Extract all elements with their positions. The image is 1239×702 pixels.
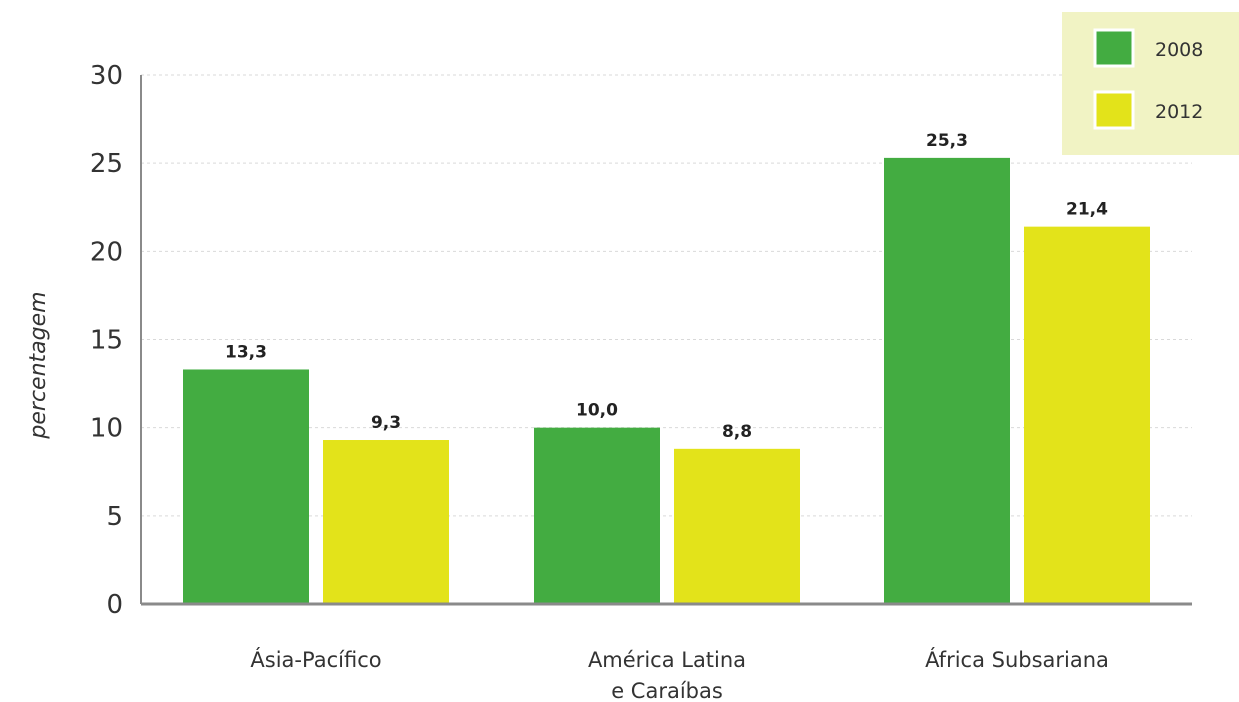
data-labels: 13,3 9,3 10,0 8,8 25,3 21,4 xyxy=(225,131,1108,442)
x-category-label-0-0: Ásia-Pacífico xyxy=(250,647,381,672)
legend-label-2012: 2012 xyxy=(1155,101,1203,123)
data-label-2008-0: 13,3 xyxy=(225,342,267,362)
bar-2008-2 xyxy=(884,157,1010,605)
axes xyxy=(140,75,1192,606)
x-category-label-1-1: e Caraíbas xyxy=(611,679,723,702)
gridlines xyxy=(141,74,1192,517)
bar-2012-2 xyxy=(1024,226,1150,604)
legend-swatch-2012 xyxy=(1093,90,1135,130)
legend-swatch-2008 xyxy=(1093,28,1135,68)
bars xyxy=(183,157,1150,605)
legend: 2008 2012 xyxy=(1062,12,1239,155)
legend-background xyxy=(1062,12,1239,155)
data-label-2008-2: 25,3 xyxy=(926,131,968,151)
y-tick-label-10: 10 xyxy=(90,414,123,444)
bar-2012-1 xyxy=(674,448,800,604)
y-tick-label-5: 5 xyxy=(106,502,123,532)
bar-2012-0 xyxy=(323,440,449,604)
y-tick-label-30: 30 xyxy=(90,61,123,91)
bar-2008-1 xyxy=(534,427,660,604)
x-category-label-2-0: África Subsariana xyxy=(925,647,1109,672)
data-label-2012-0: 9,3 xyxy=(371,413,401,433)
bar-2008-0 xyxy=(183,369,309,604)
y-tick-label-25: 25 xyxy=(90,149,123,179)
y-tick-labels: 0 5 10 15 20 25 30 xyxy=(90,61,123,620)
data-label-2012-1: 8,8 xyxy=(722,422,752,442)
x-category-label-1-0: América Latina xyxy=(588,648,746,672)
y-tick-label-15: 15 xyxy=(90,326,123,356)
data-label-2008-1: 10,0 xyxy=(576,401,618,421)
data-label-2012-2: 21,4 xyxy=(1066,200,1108,220)
y-axis-title: percentagem xyxy=(26,291,51,439)
y-tick-label-20: 20 xyxy=(90,237,123,267)
legend-label-2008: 2008 xyxy=(1155,39,1203,61)
x-category-labels: Ásia-Pacífico América Latina e Caraíbas Áfr… xyxy=(250,647,1109,702)
y-tick-label-0: 0 xyxy=(106,590,123,620)
